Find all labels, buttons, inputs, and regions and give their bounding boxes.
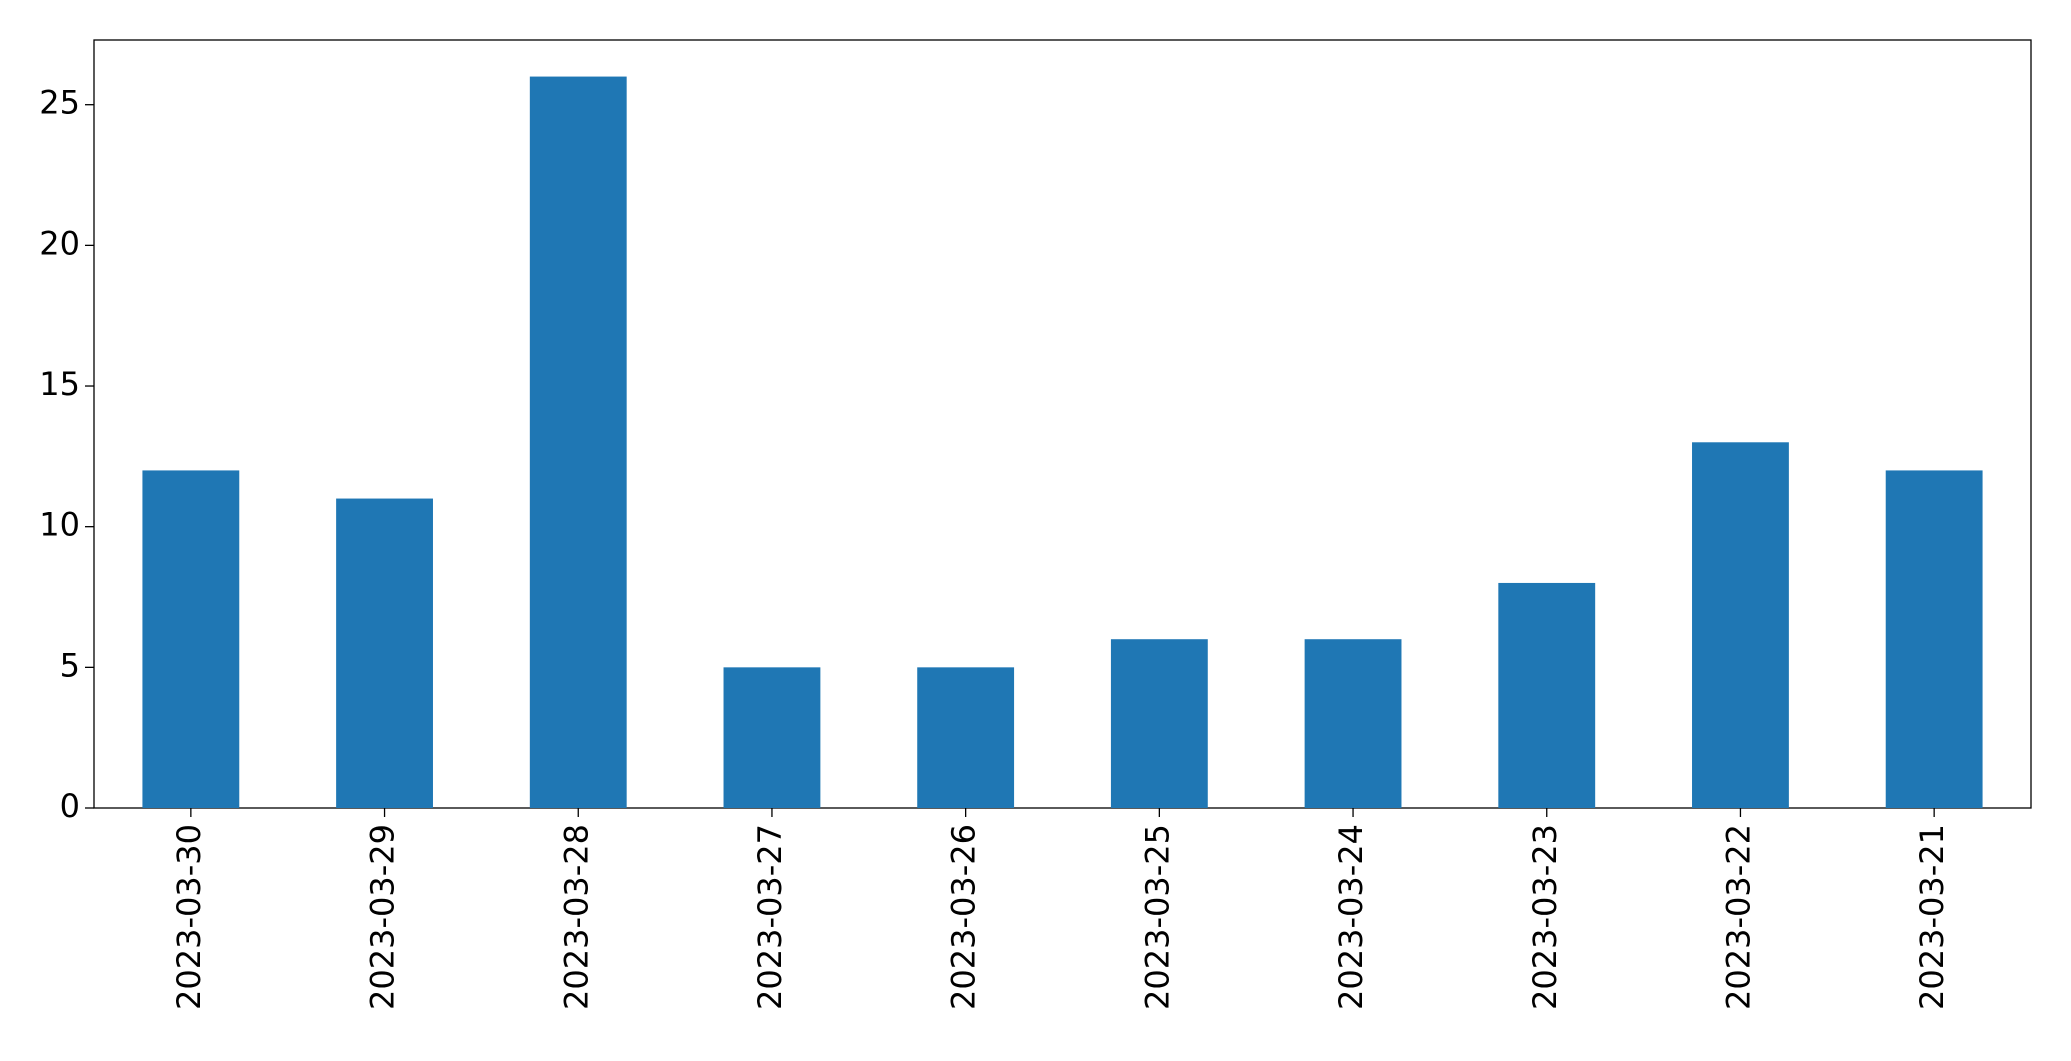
bar (1498, 582, 1596, 808)
y-tick-label: 25 (39, 84, 80, 122)
bar (1885, 470, 1983, 808)
x-tick-label: 2023-03-28 (557, 824, 595, 1010)
y-tick-label: 20 (39, 224, 80, 262)
y-tick-label: 15 (39, 365, 80, 403)
x-tick-label: 2023-03-22 (1719, 824, 1757, 1010)
x-tick-label: 2023-03-26 (945, 824, 983, 1010)
bar (336, 498, 433, 808)
bar (142, 470, 240, 808)
x-tick-label: 2023-03-21 (1913, 824, 1951, 1010)
bar (1110, 639, 1208, 808)
bar (723, 667, 821, 808)
y-tick-label: 5 (60, 646, 80, 684)
x-tick-label: 2023-03-30 (170, 824, 208, 1010)
plot-frame (93, 39, 2032, 809)
bar (1692, 442, 1789, 808)
x-tick-label: 2023-03-23 (1526, 824, 1564, 1010)
x-tick-label: 2023-03-27 (751, 824, 789, 1010)
x-tick-label: 2023-03-24 (1332, 824, 1370, 1010)
bar (529, 76, 627, 809)
bar (917, 667, 1015, 808)
y-tick-label: 0 (60, 787, 80, 825)
x-tick-label: 2023-03-25 (1138, 824, 1176, 1010)
bar (1304, 639, 1402, 808)
y-tick-label: 10 (39, 506, 80, 544)
x-tick-label: 2023-03-29 (364, 824, 402, 1010)
